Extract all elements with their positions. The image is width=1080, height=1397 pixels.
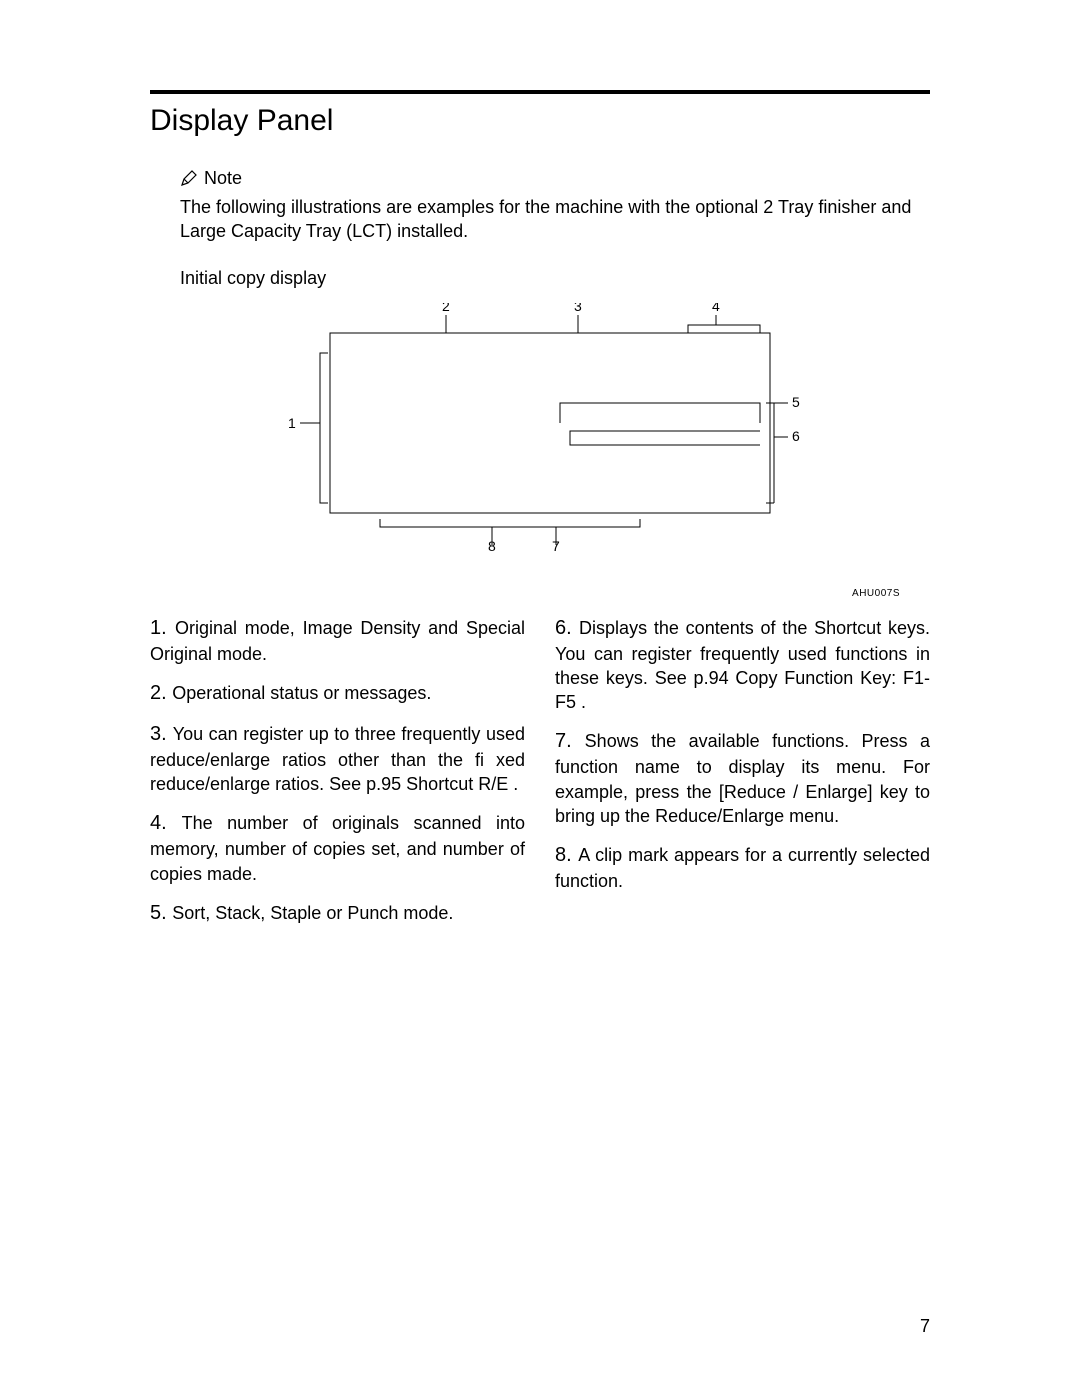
item-text: Displays the contents of the Shortcut ke… [555, 618, 930, 713]
item-number: 5. [150, 902, 172, 924]
item-text: You can register up to three frequently … [150, 724, 525, 794]
top-rule [150, 90, 930, 94]
list-item: 6. Displays the contents of the Shortcut… [555, 615, 930, 715]
svg-text:8: 8 [488, 538, 496, 554]
item-text: The number of originals scanned into mem… [150, 813, 525, 883]
list-item: 3. You can register up to three frequent… [150, 721, 525, 797]
item-text: Original mode, Image Density and Special… [150, 618, 525, 664]
item-number: 6. [555, 617, 579, 639]
svg-text:2: 2 [442, 303, 450, 314]
right-column: 6. Displays the contents of the Shortcut… [555, 615, 930, 941]
note-label: Note [204, 168, 242, 189]
item-number: 1. [150, 617, 175, 639]
note-body: The following illustrations are examples… [180, 195, 930, 244]
list-item: 1. Original mode, Image Density and Spec… [150, 615, 525, 666]
pencil-icon [180, 170, 198, 188]
svg-text:7: 7 [552, 538, 560, 554]
note-heading: Note [180, 168, 930, 189]
svg-text:5: 5 [792, 394, 800, 410]
figure-code: AHU007S [150, 588, 900, 599]
item-number: 7. [555, 730, 585, 752]
document-page: Display Panel Note The following illustr… [0, 0, 1080, 1397]
list-item: 7. Shows the available functions. Press … [555, 728, 930, 828]
svg-text:3: 3 [574, 303, 582, 314]
sub-heading: Initial copy display [180, 268, 930, 289]
list-item: 5. Sort, Stack, Staple or Punch mode. [150, 900, 525, 927]
callout-diagram: 1 2 3 4 5 6 7 8 [260, 303, 820, 578]
svg-text:4: 4 [712, 303, 720, 314]
item-text: A clip mark appears for a currently sele… [555, 845, 930, 891]
item-text: Shows the available functions. Press a f… [555, 731, 930, 826]
item-text: Sort, Stack, Staple or Punch mode. [172, 903, 453, 923]
section-title: Display Panel [150, 104, 930, 138]
list-item: 8. A clip mark appears for a currently s… [555, 842, 930, 893]
svg-text:6: 6 [792, 428, 800, 444]
list-item: 4. The number of originals scanned into … [150, 810, 525, 886]
item-number: 8. [555, 844, 578, 866]
item-number: 3. [150, 723, 173, 745]
item-number: 4. [150, 812, 182, 834]
list-item: 2. Operational status or messages. [150, 680, 525, 707]
svg-text:1: 1 [288, 415, 296, 431]
page-number: 7 [920, 1316, 930, 1337]
description-columns: 1. Original mode, Image Density and Spec… [150, 615, 930, 941]
left-column: 1. Original mode, Image Density and Spec… [150, 615, 525, 941]
item-text: Operational status or messages. [172, 683, 431, 703]
item-number: 2. [150, 682, 172, 704]
